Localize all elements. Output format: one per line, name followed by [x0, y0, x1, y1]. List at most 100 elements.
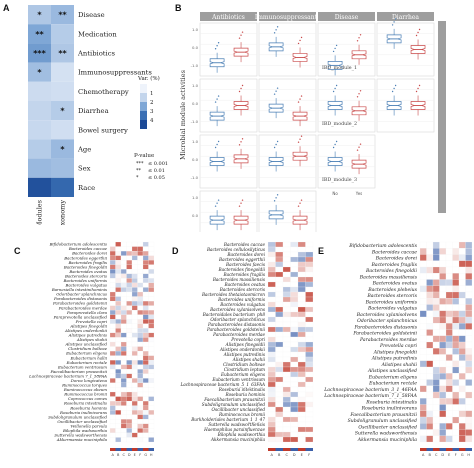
panel-b-strip-label: Disease [335, 14, 359, 21]
taxa-cell [445, 398, 453, 405]
taxa-cell [131, 328, 138, 334]
taxa-cell [142, 428, 149, 434]
taxa-cell [267, 256, 276, 263]
taxa-cell [126, 364, 133, 370]
taxa-cell [126, 296, 133, 302]
panel-b-outlier [358, 93, 360, 95]
taxa-cell [267, 271, 276, 278]
taxon-label: Clostridium bolteae [223, 362, 265, 367]
panel-b-outlier [276, 140, 279, 143]
taxa-cell [426, 260, 434, 268]
taxa-cell [115, 250, 122, 256]
taxa-cell [131, 300, 138, 306]
taxa-cell [120, 278, 127, 284]
taxa-cell [142, 300, 149, 306]
panel-a-legend-swatch [140, 120, 147, 129]
taxa-cell [109, 428, 116, 434]
panel-b-outlier [300, 95, 303, 97]
taxa-cell [142, 323, 149, 329]
panel-b-outlier [335, 140, 338, 143]
taxa-cell [297, 261, 306, 268]
taxa-cell [275, 336, 284, 343]
taxa-cell [267, 376, 276, 383]
taxa-cell [419, 260, 427, 268]
taxa-cell [458, 385, 466, 393]
taxa-cell [115, 400, 122, 406]
taxa-cell [419, 310, 427, 318]
taxa-cell [419, 298, 427, 305]
panel-b-outlier [275, 197, 277, 199]
taxa-cell [148, 337, 155, 343]
taxon-label: Alistipes shahii [232, 357, 266, 362]
taxa-cell [120, 396, 127, 402]
taxa-cell [267, 406, 276, 413]
taxa-cell [267, 371, 276, 378]
taxa-cell [148, 287, 155, 293]
taxa-cell [148, 396, 155, 402]
taxa-cell [432, 304, 440, 311]
taxa-cell [142, 387, 149, 393]
taxa-cell [305, 426, 314, 433]
taxa-cell [458, 329, 466, 336]
taxa-cell [142, 291, 149, 297]
taxa-cell [142, 391, 149, 397]
taxa-footer-swatch [110, 448, 116, 451]
taxa-cell [126, 428, 133, 434]
taxa-cell [297, 331, 306, 338]
taxa-cell [120, 323, 127, 329]
taxa-cell [115, 387, 122, 393]
taxa-cell [131, 287, 138, 293]
taxon-label: Ruminococcus bromii [63, 392, 107, 397]
taxa-cell [137, 364, 144, 370]
taxa-cell [458, 435, 466, 443]
taxa-cell [419, 341, 427, 349]
panel-c-heatmap: C Bifidobacterium adolescentisBacteroide… [14, 241, 155, 457]
taxa-footer-label: G [461, 453, 464, 457]
taxa-cell [465, 323, 473, 330]
taxa-cell [109, 419, 116, 424]
panel-b-ytick: 0.0 [192, 45, 199, 50]
taxa-cell [137, 369, 144, 374]
taxon-label: Bacteroides finegoldii [63, 264, 108, 269]
taxa-cell [305, 266, 314, 273]
taxa-cell [290, 381, 299, 388]
panel-a-legend-tick: 4 [150, 118, 154, 124]
taxa-cell [148, 260, 155, 265]
panel-a-col-label: Modules [36, 200, 44, 225]
taxa-cell [109, 373, 116, 379]
taxa-cell [148, 310, 155, 315]
taxa-cell [120, 400, 127, 406]
taxa-cell [419, 360, 427, 368]
taxa-cell [297, 401, 306, 408]
taxon-label: Ruminococcus obeum [63, 387, 107, 392]
taxa-cell [432, 385, 440, 393]
panel-b-ytick: 1.0 [192, 27, 199, 32]
taxa-cell [282, 376, 291, 383]
taxa-cell [465, 354, 473, 361]
taxa-cell [148, 373, 155, 379]
panel-b-outlier [356, 149, 359, 151]
taxa-cell [126, 387, 133, 393]
taxon-label: Prevotella copri [379, 343, 418, 349]
taxa-cell [439, 354, 447, 361]
taxa-cell [109, 287, 116, 293]
taxa-cell [142, 414, 149, 420]
taxa-footer-label: C [435, 453, 438, 457]
taxa-cell [439, 360, 447, 368]
taxa-cell [126, 291, 133, 297]
panel-a-pvalue-label: ≤ 0.001 [148, 161, 168, 167]
taxa-cell [452, 316, 460, 324]
taxa-footer-swatch [465, 448, 472, 451]
taxa-cell [126, 241, 133, 247]
panel-a-star: ** [35, 30, 44, 39]
taxa-cell [267, 276, 276, 283]
taxa-cell [275, 271, 284, 278]
panel-b-outlier [417, 87, 419, 90]
taxon-label: Alistipes putredinis [371, 356, 418, 362]
taxa-cell [131, 373, 138, 379]
taxa-cell [445, 423, 453, 430]
taxa-cell [419, 373, 427, 380]
panel-a-star: * [37, 11, 42, 20]
taxon-label: Akkermansia muciniphila [210, 437, 266, 442]
panel-a-cell [51, 62, 74, 82]
